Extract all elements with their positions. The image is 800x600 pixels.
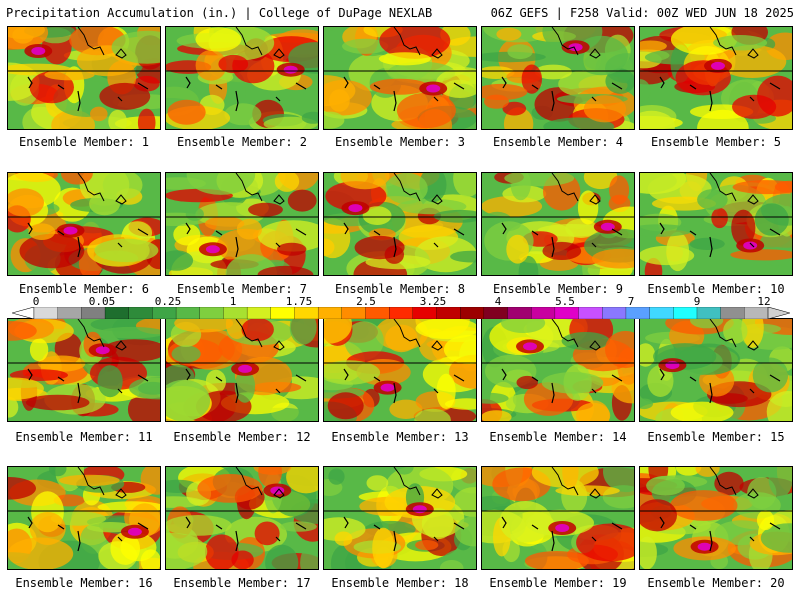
ensemble-map-panel: [7, 318, 161, 422]
ensemble-member-label: Ensemble Member: 18: [331, 576, 469, 590]
ensemble-member-label: Ensemble Member: 20: [647, 576, 785, 590]
colorbar-tick-label: 0.05: [88, 295, 116, 308]
ensemble-map-panel: [639, 26, 793, 130]
ensemble-member-label: Ensemble Member: 16: [15, 576, 153, 590]
ensemble-map-panel: [639, 172, 793, 276]
ensemble-member-label: Ensemble Member: 4: [492, 135, 624, 149]
ensemble-map-panel: [481, 26, 635, 130]
colorbar-tick-label: 12: [757, 295, 771, 308]
colorbar-tick-label: 9: [693, 295, 701, 308]
ensemble-map-panel: [165, 466, 319, 570]
colorbar-tick-label: 5.5: [555, 295, 575, 308]
ensemble-member-label: Ensemble Member: 3: [334, 135, 466, 149]
ensemble-map-panel: [481, 172, 635, 276]
page-title: Precipitation Accumulation (in.) | Colle…: [6, 6, 433, 20]
ensemble-member-label: Ensemble Member: 17: [173, 576, 311, 590]
ensemble-map-panel: [7, 172, 161, 276]
ensemble-member-label: Ensemble Member: 14: [489, 430, 627, 444]
ensemble-map-panel: [323, 172, 477, 276]
colorbar-tick-label: 0: [32, 295, 40, 308]
ensemble-map-panel: [323, 318, 477, 422]
ensemble-map-panel: [639, 318, 793, 422]
colorbar-tick-label: 4: [494, 295, 502, 308]
precipitation-colorbar: [12, 307, 790, 319]
ensemble-map-panel: [481, 318, 635, 422]
ensemble-member-label: Ensemble Member: 6: [18, 282, 150, 296]
ensemble-map-panel: [165, 318, 319, 422]
colorbar-tick-label: 0.25: [154, 295, 182, 308]
colorbar-tick-label: 1.75: [285, 295, 313, 308]
ensemble-member-label: Ensemble Member: 1: [18, 135, 150, 149]
valid-time-label: 06Z GEFS | F258 Valid: 00Z WED JUN 18 20…: [490, 6, 794, 20]
colorbar-tick-label: 7: [627, 295, 635, 308]
ensemble-member-label: Ensemble Member: 19: [489, 576, 627, 590]
ensemble-map-panel: [323, 466, 477, 570]
ensemble-member-label: Ensemble Member: 15: [647, 430, 785, 444]
ensemble-map-panel: [165, 172, 319, 276]
ensemble-member-label: Ensemble Member: 8: [334, 282, 466, 296]
ensemble-map-panel: [165, 26, 319, 130]
ensemble-map-panel: [7, 466, 161, 570]
ensemble-map-panel: [323, 26, 477, 130]
colorbar-min-arrow: [12, 307, 35, 319]
ensemble-map-panel: [481, 466, 635, 570]
ensemble-member-label: Ensemble Member: 2: [176, 135, 308, 149]
ensemble-member-label: Ensemble Member: 5: [650, 135, 782, 149]
ensemble-member-label: Ensemble Member: 9: [492, 282, 624, 296]
ensemble-member-label: Ensemble Member: 13: [331, 430, 469, 444]
ensemble-member-label: Ensemble Member: 7: [176, 282, 308, 296]
ensemble-member-label: Ensemble Member: 10: [647, 282, 785, 296]
colorbar-tick-label: 1: [229, 295, 237, 308]
colorbar-tick-label: 2.5: [356, 295, 376, 308]
colorbar-max-arrow: [767, 307, 790, 319]
ensemble-member-label: Ensemble Member: 12: [173, 430, 311, 444]
ensemble-map-panel: [639, 466, 793, 570]
ensemble-member-label: Ensemble Member: 11: [15, 430, 153, 444]
ensemble-map-panel: [7, 26, 161, 130]
colorbar-tick-label: 3.25: [419, 295, 447, 308]
